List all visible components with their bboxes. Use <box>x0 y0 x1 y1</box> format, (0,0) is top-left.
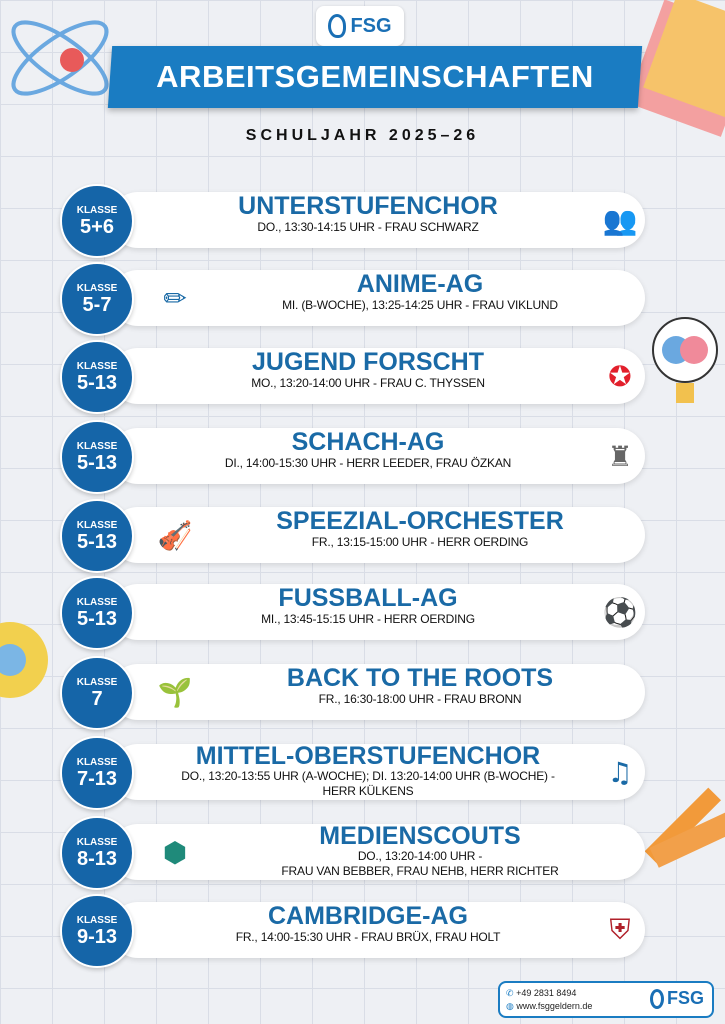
ag-card <box>110 270 645 326</box>
grade-value: 8-13 <box>76 847 118 870</box>
ag-schedule: FRAU VAN BEBBER, FRAU NEHB, HERR RICHTER <box>281 864 559 878</box>
grade-value: 7-13 <box>76 767 118 790</box>
ag-schedule: FR., 13:15-15:00 UHR - HERR OERDING <box>311 535 529 549</box>
grade-label: KLASSE <box>76 914 118 926</box>
ag-row: KLASSE 8-13 MEDIENSCOUTS DO., 13:20-14:00 … <box>60 816 650 890</box>
ag-schedule: DO., 13:30-14:15 UHR - FRAU SCHWARZ <box>257 220 479 234</box>
ag-name: CAMBRIDGE-AG <box>268 902 468 930</box>
ag-name: SCHACH-AG <box>291 428 445 456</box>
grade-label: KLASSE <box>76 360 118 372</box>
phone-number[interactable]: +49 2831 8494 <box>516 988 577 998</box>
ag-name: BACK TO THE ROOTS <box>286 664 554 692</box>
grade-label: KLASSE <box>76 519 118 531</box>
garden-bed-icon: 🌱 <box>157 675 193 709</box>
grade-value: 5-13 <box>76 451 118 474</box>
school-logo: FSG <box>316 6 404 46</box>
grade-badge: KLASSE 7 <box>60 656 134 730</box>
medienscouts-nrw-logo-icon: ⬢ <box>162 835 188 869</box>
soccer-ball-icon: ⚽ <box>602 595 638 629</box>
logo-text: FSG <box>350 14 392 37</box>
ag-schedule: FR., 14:00-15:30 UHR - FRAU BRÜX, FRAU H… <box>235 930 501 944</box>
grade-badge: KLASSE 5-13 <box>60 340 134 414</box>
ag-row: KLASSE 5-13 SPEEZIAL-ORCHESTER FR., 13:15-… <box>60 499 650 573</box>
pencil-drawing-icon: ✏ <box>163 281 187 315</box>
ag-name: JUGEND FORSCHT <box>252 348 484 376</box>
chess-icon: ♜ <box>607 439 633 473</box>
grade-value: 9-13 <box>76 925 118 948</box>
grade-value: 7 <box>91 687 103 710</box>
grade-badge: KLASSE 8-13 <box>60 816 134 890</box>
ag-card <box>110 744 645 800</box>
grade-label: KLASSE <box>76 676 118 688</box>
head-icon <box>328 14 347 38</box>
grade-badge: KLASSE 5-13 <box>60 576 134 650</box>
ag-name: MEDIENSCOUTS <box>319 822 521 850</box>
ag-schedule: MI. (B-WOCHE), 13:25-14:25 UHR - FRAU VI… <box>282 298 558 312</box>
singers-icon: ♫ <box>607 755 633 789</box>
grade-badge: KLASSE 9-13 <box>60 894 134 968</box>
grade-label: KLASSE <box>76 836 118 848</box>
grade-badge: KLASSE 5-13 <box>60 420 134 494</box>
website-link[interactable]: www.fsggeldern.de <box>516 1001 593 1011</box>
brain-lightbulb-icon <box>652 317 718 403</box>
ag-row: KLASSE 5-13 FUSSBALL-AG MI., 13:45-15:15 U… <box>60 576 650 650</box>
grade-label: KLASSE <box>76 756 118 768</box>
ag-card <box>110 584 645 640</box>
ag-schedule: HERR KÜLKENS <box>322 784 414 798</box>
grade-badge: KLASSE 5-7 <box>60 262 134 336</box>
grade-label: KLASSE <box>76 204 118 216</box>
grade-value: 5-13 <box>76 530 118 553</box>
ag-name: MITTEL-OBERSTUFENCHOR <box>195 742 541 770</box>
contact-footer: ✆ +49 2831 8494 ◍ www.fsggeldern.de FSG <box>498 981 714 1018</box>
ag-row: KLASSE 9-13 CAMBRIDGE-AG FR., 14:00-15:30 … <box>60 894 650 968</box>
ag-schedule: FR., 16:30-18:00 UHR - FRAU BRONN <box>318 692 522 706</box>
footer-logo: FSG <box>649 988 704 1009</box>
ag-name: FUSSBALL-AG <box>278 584 458 612</box>
grade-badge: KLASSE 5-13 <box>60 499 134 573</box>
grade-badge: KLASSE 7-13 <box>60 736 134 810</box>
ag-row: KLASSE 5-13 JUGEND FORSCHT MO., 13:20-14:0… <box>60 340 650 414</box>
choir-icon: 👥 <box>602 203 638 237</box>
ag-row: KLASSE 5+6 UNTERSTUFENCHOR DO., 13:30-14:1… <box>60 184 650 258</box>
ag-row: KLASSE 7-13 MITTEL-OBERSTUFENCHOR DO., 13:… <box>60 736 650 810</box>
jugend-forscht-star-icon: ✪ <box>608 359 632 393</box>
ag-schedule: DO., 13:20-14:00 UHR - <box>357 849 483 863</box>
ag-card <box>110 507 645 563</box>
ag-schedule: MI., 13:45-15:15 UHR - HERR OERDING <box>261 612 475 626</box>
orchestra-icon: 🎻 <box>157 518 193 552</box>
ag-row: KLASSE 5-7 ANIME-AG MI. (B-WOCHE), 13:25-1… <box>60 262 650 336</box>
footer-logo-text: FSG <box>666 988 704 1008</box>
ag-card <box>110 664 645 720</box>
grade-label: KLASSE <box>76 282 118 294</box>
globe-icon: ◍ <box>506 1001 514 1011</box>
ag-card <box>110 192 645 248</box>
page-title: ARBEITSGEMEINSCHAFTEN <box>156 59 594 94</box>
grade-badge: KLASSE 5+6 <box>60 184 134 258</box>
grade-label: KLASSE <box>76 596 118 608</box>
phone-icon: ✆ <box>506 988 514 998</box>
ag-row: KLASSE 7 BACK TO THE ROOTS FR., 16:30-18:0… <box>60 656 650 730</box>
grade-value: 5-13 <box>76 371 118 394</box>
head-icon <box>649 988 664 1009</box>
ag-card <box>110 824 645 880</box>
ag-name: ANIME-AG <box>356 270 484 298</box>
school-year: SCHULJAHR 2025–26 <box>245 127 480 144</box>
grade-value: 5-7 <box>82 293 112 316</box>
ag-card <box>110 348 645 404</box>
grade-label: KLASSE <box>76 440 118 452</box>
ag-card <box>110 428 645 484</box>
ag-name: SPEEZIAL-ORCHESTER <box>276 507 564 535</box>
cambridge-crest-icon: ⛨ <box>609 913 631 946</box>
ag-schedule: DO., 13:20-13:55 UHR (A-WOCHE); DI. 13:2… <box>181 769 555 783</box>
grade-value: 5-13 <box>76 607 118 630</box>
ag-schedule: DI., 14:00-15:30 UHR - HERR LEEDER, FRAU… <box>224 456 512 470</box>
ag-row: KLASSE 5-13 SCHACH-AG DI., 14:00-15:30 UHR… <box>60 420 650 494</box>
ag-name: UNTERSTUFENCHOR <box>238 192 498 220</box>
ag-schedule: MO., 13:20-14:00 UHR - FRAU C. THYSSEN <box>251 376 485 390</box>
grade-value: 5+6 <box>80 215 114 238</box>
ag-card <box>110 902 645 958</box>
